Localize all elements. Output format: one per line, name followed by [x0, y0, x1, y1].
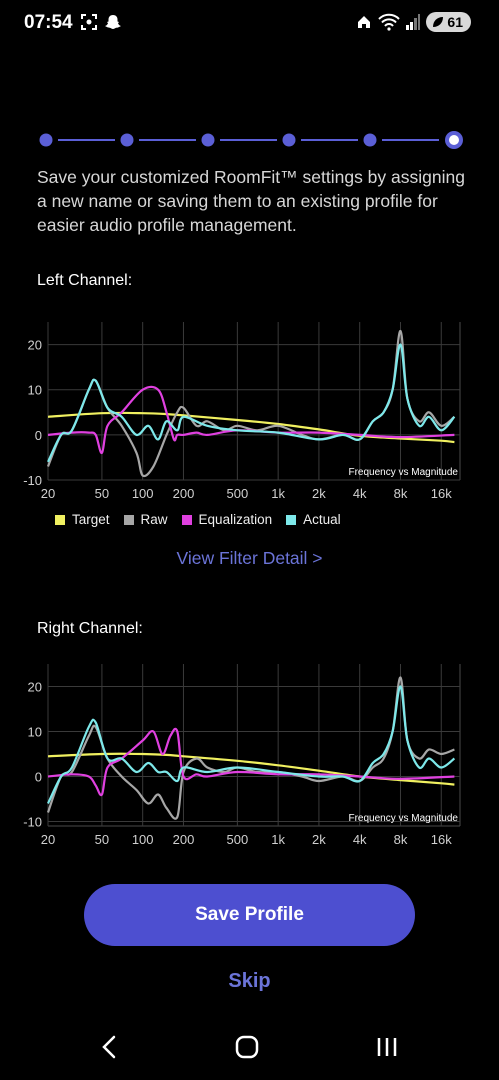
- series-line-actual: [47, 685, 456, 804]
- legend-item-raw: Raw: [123, 512, 168, 527]
- x-tick-label: 500: [227, 832, 249, 845]
- y-tick-label: -10: [23, 815, 42, 830]
- y-tick-label: 20: [28, 338, 42, 353]
- stepper-step: [201, 133, 215, 147]
- legend-item-actual: Actual: [286, 512, 341, 527]
- series-line-target: [47, 752, 455, 786]
- y-tick-label: 0: [35, 770, 42, 785]
- x-tick-label: 200: [173, 486, 195, 501]
- battery-indicator: 61: [426, 12, 471, 32]
- series-line-actual: [47, 343, 456, 463]
- x-tick-label: 8k: [394, 832, 408, 845]
- y-tick-label: -10: [23, 473, 42, 488]
- x-tick-label: 50: [95, 832, 109, 845]
- x-tick-label: 100: [132, 832, 154, 845]
- back-button[interactable]: [102, 1035, 116, 1059]
- status-time: 07:54: [24, 12, 73, 33]
- navigation-bar: [102, 1035, 397, 1059]
- stepper-step: [120, 133, 134, 147]
- left-channel-chart: 20 50 100 200 500 1k 2k 4k 8k 16k20100-10Frequenc…: [23, 322, 461, 501]
- legend-swatch: [286, 514, 297, 525]
- stepper-step: [282, 133, 296, 147]
- battery-level: 61: [447, 14, 463, 30]
- series-line-raw: [46, 329, 456, 478]
- snapchat-icon: [105, 15, 121, 29]
- x-tick-label: 4k: [353, 832, 367, 845]
- right-channel-title: Right Channel:: [37, 620, 143, 637]
- home-button[interactable]: [235, 1035, 259, 1059]
- x-tick-label: 1k: [271, 486, 285, 501]
- y-tick-label: 20: [28, 680, 42, 695]
- legend-swatch: [123, 514, 134, 525]
- series-line-raw: [46, 676, 455, 820]
- series-line-equalization: [47, 727, 455, 797]
- stepper-step-active-dot: [449, 135, 459, 145]
- x-tick-label: 16k: [431, 486, 452, 501]
- legend-item-target: Target: [55, 512, 110, 527]
- screenshot-icon: [81, 14, 97, 30]
- x-tick-label: 2k: [312, 486, 326, 501]
- stepper-step: [39, 133, 53, 147]
- y-tick-label: 0: [35, 428, 42, 443]
- legend-label: Target: [72, 512, 110, 527]
- x-tick-label: 2k: [312, 832, 326, 845]
- stepper-step: [363, 133, 377, 147]
- skip-button[interactable]: Skip: [228, 970, 271, 992]
- legend-label: Actual: [303, 512, 341, 527]
- status-bar: 07:54 61: [0, 0, 499, 46]
- x-tick-label: 8k: [394, 486, 408, 501]
- wifi-icon: [378, 13, 401, 31]
- recent-apps-icon: [377, 1038, 397, 1056]
- y-tick-label: 10: [28, 383, 42, 398]
- home-icon: [358, 16, 371, 28]
- x-tick-label: 1k: [271, 832, 285, 845]
- save-profile-button[interactable]: Save Profile: [84, 884, 415, 946]
- progress-stepper: [39, 131, 463, 149]
- legend-swatch: [181, 514, 192, 525]
- legend-swatch: [55, 514, 65, 525]
- series-line-equalization: [47, 385, 455, 455]
- chart-title: Frequency vs Magnitude: [348, 467, 458, 478]
- leaf-icon: [433, 17, 444, 27]
- x-tick-label: 20: [41, 832, 55, 845]
- x-tick-label: 20: [41, 486, 55, 501]
- x-tick-label: 100: [132, 486, 154, 501]
- chart-legend: Target Raw Equalization Actual: [55, 512, 341, 527]
- recent-apps-button[interactable]: [377, 1038, 397, 1056]
- legend-item-equalization: Equalization: [181, 512, 273, 527]
- x-tick-label: 16k: [431, 832, 452, 845]
- left-channel-title: Left Channel:: [37, 272, 133, 289]
- series-line-target: [47, 411, 455, 444]
- x-tick-label: 500: [227, 486, 249, 501]
- legend-label: Equalization: [198, 512, 273, 527]
- chart-title: Frequency vs Magnitude: [348, 813, 458, 824]
- x-tick-label: 50: [95, 486, 109, 501]
- description-text: Save your customized RoomFit™ settings b…: [37, 167, 465, 235]
- signal-icon: [406, 14, 421, 30]
- view-filter-detail-link[interactable]: View Filter Detail >: [176, 548, 323, 568]
- x-tick-label: 200: [173, 832, 195, 845]
- legend-label: Raw: [140, 512, 168, 527]
- y-tick-label: 10: [28, 725, 42, 740]
- home-nav-icon: [235, 1035, 259, 1059]
- back-icon: [102, 1035, 116, 1059]
- x-tick-label: 4k: [353, 486, 367, 501]
